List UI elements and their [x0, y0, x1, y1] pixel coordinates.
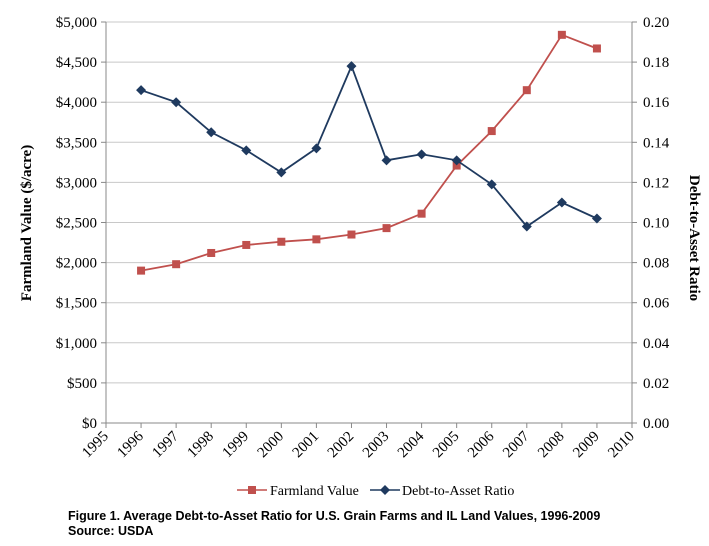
legend: Farmland Value Debt-to-Asset Ratio — [237, 484, 514, 499]
left-tick-label: $5,000 — [56, 15, 97, 31]
data-point-farmland-value — [487, 127, 496, 136]
data-point-farmland-value — [277, 237, 286, 246]
right-tick-label: 0.14 — [643, 135, 670, 151]
left-tick-label: $500 — [67, 376, 97, 392]
right-tick-label: 0.12 — [643, 175, 669, 191]
data-point-farmland-value — [312, 235, 321, 244]
data-point-farmland-value — [242, 240, 251, 249]
x-tick-label: 2002 — [325, 429, 358, 462]
data-point-farmland-value — [137, 266, 146, 275]
right-tick-label: 0.16 — [643, 95, 670, 111]
data-point-debt-to-asset-ratio — [556, 197, 567, 208]
legend-marker-debt — [380, 485, 390, 495]
data-point-farmland-value — [522, 86, 531, 95]
right-tick-label: 0.02 — [643, 376, 669, 392]
data-point-farmland-value — [592, 44, 601, 53]
legend-label-farmland: Farmland Value — [270, 484, 359, 499]
data-point-debt-to-asset-ratio — [311, 143, 322, 154]
right-tick-label: 0.10 — [643, 216, 669, 232]
data-point-debt-to-asset-ratio — [591, 213, 602, 224]
x-tick-label: 2000 — [255, 429, 288, 462]
left-tick-label: $2,000 — [56, 256, 97, 272]
right-axis-ticks: 0.00 0.02 0.04 0.06 0.08 0.10 0.12 0.14 0.16 0.18… — [632, 15, 670, 432]
data-point-debt-to-asset-ratio — [136, 85, 147, 96]
x-tick-label: 2001 — [290, 429, 323, 462]
legend-label-debt: Debt-to-Asset Ratio — [402, 484, 514, 499]
x-axis-ticks: 1995 1996 1997 1998 1999 2000 2001 2002 2003 2004… — [79, 423, 638, 461]
data-point-farmland-value — [172, 260, 181, 269]
series-line-farmland-value — [140, 33, 598, 272]
x-tick-label: 2006 — [465, 428, 498, 461]
left-tick-label: $3,500 — [56, 135, 97, 151]
data-point-farmland-value — [557, 30, 566, 39]
right-tick-label: 0.06 — [643, 296, 670, 312]
data-point-farmland-value — [417, 209, 426, 218]
left-tick-label: $4,500 — [56, 55, 97, 71]
left-tick-label: $0 — [82, 416, 97, 432]
right-tick-label: 0.04 — [643, 336, 670, 352]
x-tick-label: 1997 — [149, 428, 182, 461]
data-point-debt-to-asset-ratio — [206, 127, 217, 138]
gridlines — [106, 21, 632, 384]
data-point-debt-to-asset-ratio — [241, 145, 252, 156]
left-tick-label: $2,500 — [56, 216, 97, 232]
x-tick-label: 2004 — [395, 428, 428, 461]
figure-caption: Figure 1. Average Debt-to-Asset Ratio fo… — [68, 509, 600, 539]
x-tick-label: 1999 — [220, 429, 253, 462]
data-point-debt-to-asset-ratio — [521, 221, 532, 232]
x-tick-label: 1998 — [185, 429, 218, 462]
x-tick-label: 2007 — [500, 428, 533, 461]
right-tick-label: 0.08 — [643, 256, 669, 272]
x-tick-label: 2008 — [535, 429, 568, 462]
caption-title: Figure 1. Average Debt-to-Asset Ratio fo… — [68, 509, 601, 523]
right-axis-title: Debt-to-Asset Ratio — [686, 175, 702, 301]
x-tick-label: 2009 — [570, 429, 603, 462]
data-point-debt-to-asset-ratio — [416, 149, 427, 160]
left-tick-label: $1,000 — [56, 336, 97, 352]
x-tick-label: 2003 — [360, 429, 393, 462]
right-tick-label: 0.18 — [643, 55, 669, 71]
data-point-debt-to-asset-ratio — [276, 167, 287, 178]
x-tick-label: 1996 — [114, 428, 147, 461]
data-point-debt-to-asset-ratio — [381, 155, 392, 166]
data-point-farmland-value — [382, 224, 391, 233]
right-tick-label: 0.20 — [643, 15, 669, 31]
data-point-farmland-value — [452, 161, 461, 170]
left-tick-label: $3,000 — [56, 175, 97, 191]
x-tick-label: 1995 — [79, 429, 112, 462]
series-line-debt-to-asset-ratio — [140, 63, 598, 228]
chart: $0 $500 $1,000 $1,500 $2,000 $2,500 $3,000 $3,5… — [19, 15, 702, 499]
left-axis-ticks: $0 $500 $1,000 $1,500 $2,000 $2,500 $3,000 $3,5… — [56, 15, 106, 432]
data-point-debt-to-asset-ratio — [451, 155, 462, 166]
data-point-farmland-value — [207, 248, 216, 257]
data-point-debt-to-asset-ratio — [171, 97, 182, 108]
data-point-debt-to-asset-ratio — [486, 179, 497, 190]
data-point-debt-to-asset-ratio — [346, 61, 357, 72]
data-point-farmland-value — [347, 230, 356, 239]
left-axis-title: Farmland Value ($/acre) — [19, 145, 35, 301]
x-tick-label: 2005 — [430, 429, 463, 462]
series-layer — [136, 30, 602, 275]
left-tick-label: $4,000 — [56, 95, 97, 111]
x-tick-label: 2010 — [605, 429, 638, 462]
left-tick-label: $1,500 — [56, 296, 97, 312]
caption-source: Source: USDA — [68, 524, 154, 538]
legend-marker-farmland — [248, 486, 256, 494]
right-tick-label: 0.00 — [643, 416, 669, 432]
